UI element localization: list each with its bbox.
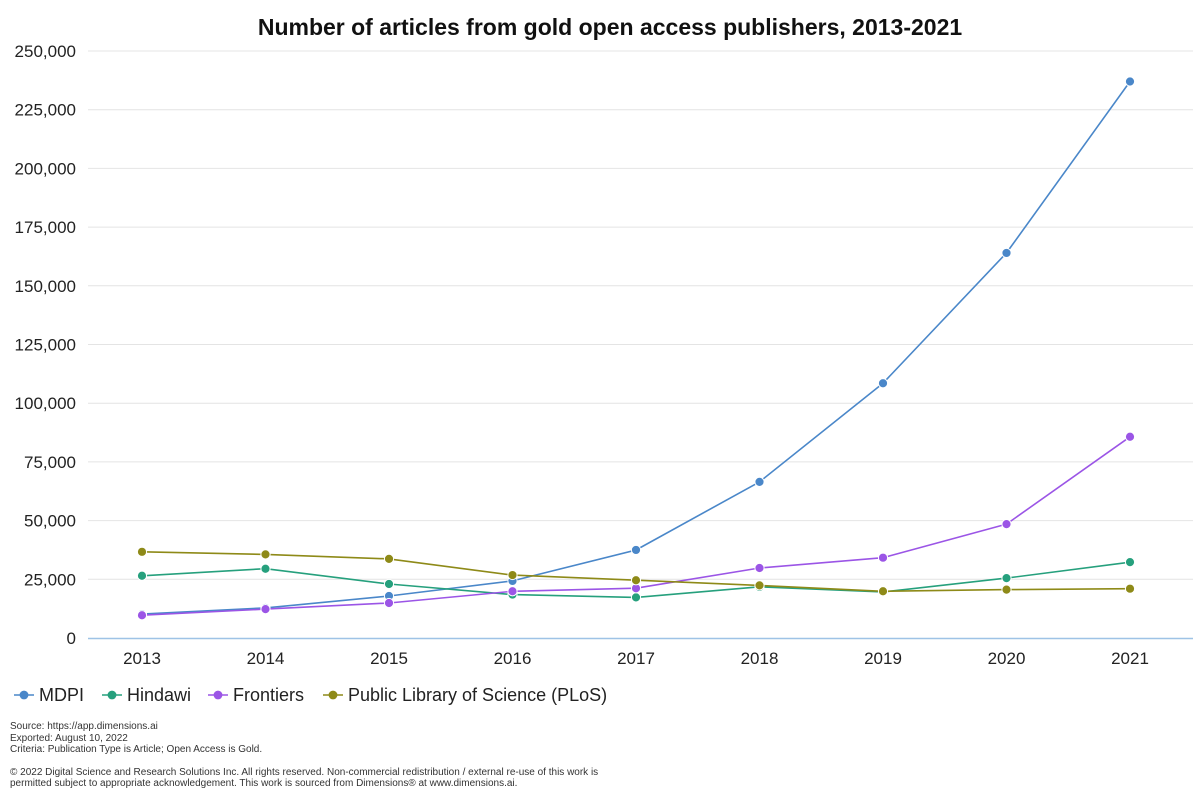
data-point	[1124, 431, 1136, 442]
data-point	[754, 580, 765, 591]
legend-marker	[328, 690, 338, 700]
copyright-note-line-1: © 2022 Digital Science and Research Solu…	[10, 766, 599, 778]
y-tick-label: 100,000	[15, 394, 76, 413]
data-point	[383, 597, 395, 609]
y-tick-label: 75,000	[24, 453, 76, 472]
data-point	[1001, 519, 1012, 530]
data-point	[1001, 573, 1012, 584]
data-point	[630, 544, 642, 556]
legend-label: MDPI	[39, 685, 84, 705]
data-point	[260, 604, 271, 615]
data-point	[1001, 247, 1012, 259]
legend-entry: Hindawi	[102, 685, 191, 705]
exported-note: Exported: August 10, 2022	[10, 732, 128, 744]
x-tick-label: 2021	[1111, 649, 1149, 668]
series-frontiers	[136, 431, 1136, 621]
legend-marker	[213, 690, 223, 700]
x-axis-tick-labels: 2013 2014 2015 2016 2017 2018 2019 2020 2021	[123, 649, 1149, 668]
data-point	[1124, 76, 1136, 87]
chart-title: Number of articles from gold open access…	[257, 14, 963, 40]
legend: MDPI Hindawi Frontiers Public Library of Sc…	[14, 685, 607, 705]
y-tick-label: 125,000	[15, 336, 76, 355]
gridlines	[88, 50, 1193, 580]
y-tick-label: 175,000	[15, 218, 76, 237]
x-tick-label: 2016	[494, 649, 532, 668]
y-tick-label: 50,000	[24, 512, 76, 531]
data-point	[136, 546, 148, 557]
series-lines	[136, 76, 1136, 621]
data-point	[136, 570, 148, 581]
y-tick-label: 0	[67, 629, 76, 648]
legend-marker	[107, 690, 117, 700]
legend-entry: Public Library of Science (PLoS)	[323, 685, 607, 705]
data-point	[383, 553, 395, 564]
series-mdpi	[136, 76, 1136, 620]
series-line	[141, 81, 1131, 615]
data-point	[507, 586, 518, 597]
x-tick-label: 2014	[247, 649, 285, 668]
legend-entry: Frontiers	[208, 685, 304, 705]
data-point	[754, 476, 765, 487]
x-tick-label: 2020	[988, 649, 1026, 668]
y-tick-label: 150,000	[15, 277, 76, 296]
data-point	[507, 569, 518, 581]
x-tick-label: 2013	[123, 649, 161, 668]
criteria-note: Criteria: Publication Type is Article; O…	[10, 744, 263, 755]
x-tick-label: 2015	[370, 649, 408, 668]
copyright-note-line-2: permitted subject to appropriate acknowl…	[10, 778, 518, 789]
source-note: Source: https://app.dimensions.ai	[10, 721, 158, 732]
y-tick-label: 250,000	[15, 42, 76, 61]
data-point	[1124, 557, 1136, 568]
footnotes: Source: https://app.dimensions.ai Export…	[10, 721, 598, 790]
legend-marker	[19, 690, 29, 700]
data-point	[260, 549, 271, 560]
x-tick-label: 2018	[741, 649, 779, 668]
y-tick-label: 200,000	[15, 159, 76, 178]
data-point	[754, 562, 765, 574]
y-axis-tick-labels: 0 25,000 50,000 75,000 100,000 125,000 150,000…	[15, 42, 76, 648]
y-tick-label: 25,000	[24, 570, 76, 589]
series-public-library-of-science-plos	[136, 546, 1136, 597]
data-point	[1124, 583, 1136, 594]
data-point	[630, 592, 642, 603]
data-point	[383, 578, 395, 590]
legend-entry: MDPI	[14, 685, 84, 705]
x-tick-label: 2017	[617, 649, 655, 668]
legend-label: Frontiers	[233, 685, 304, 705]
data-point	[630, 575, 642, 586]
data-point	[877, 586, 889, 597]
data-point	[1001, 584, 1012, 595]
line-chart: 0 25,000 50,000 75,000 100,000 125,000 150,000…	[14, 42, 1193, 705]
legend-label: Hindawi	[127, 685, 191, 705]
data-point	[877, 378, 889, 389]
x-tick-label: 2019	[864, 649, 902, 668]
data-point	[877, 552, 889, 563]
y-tick-label: 225,000	[15, 101, 76, 120]
legend-label: Public Library of Science (PLoS)	[348, 685, 607, 705]
data-point	[260, 563, 271, 574]
data-point	[136, 610, 148, 621]
